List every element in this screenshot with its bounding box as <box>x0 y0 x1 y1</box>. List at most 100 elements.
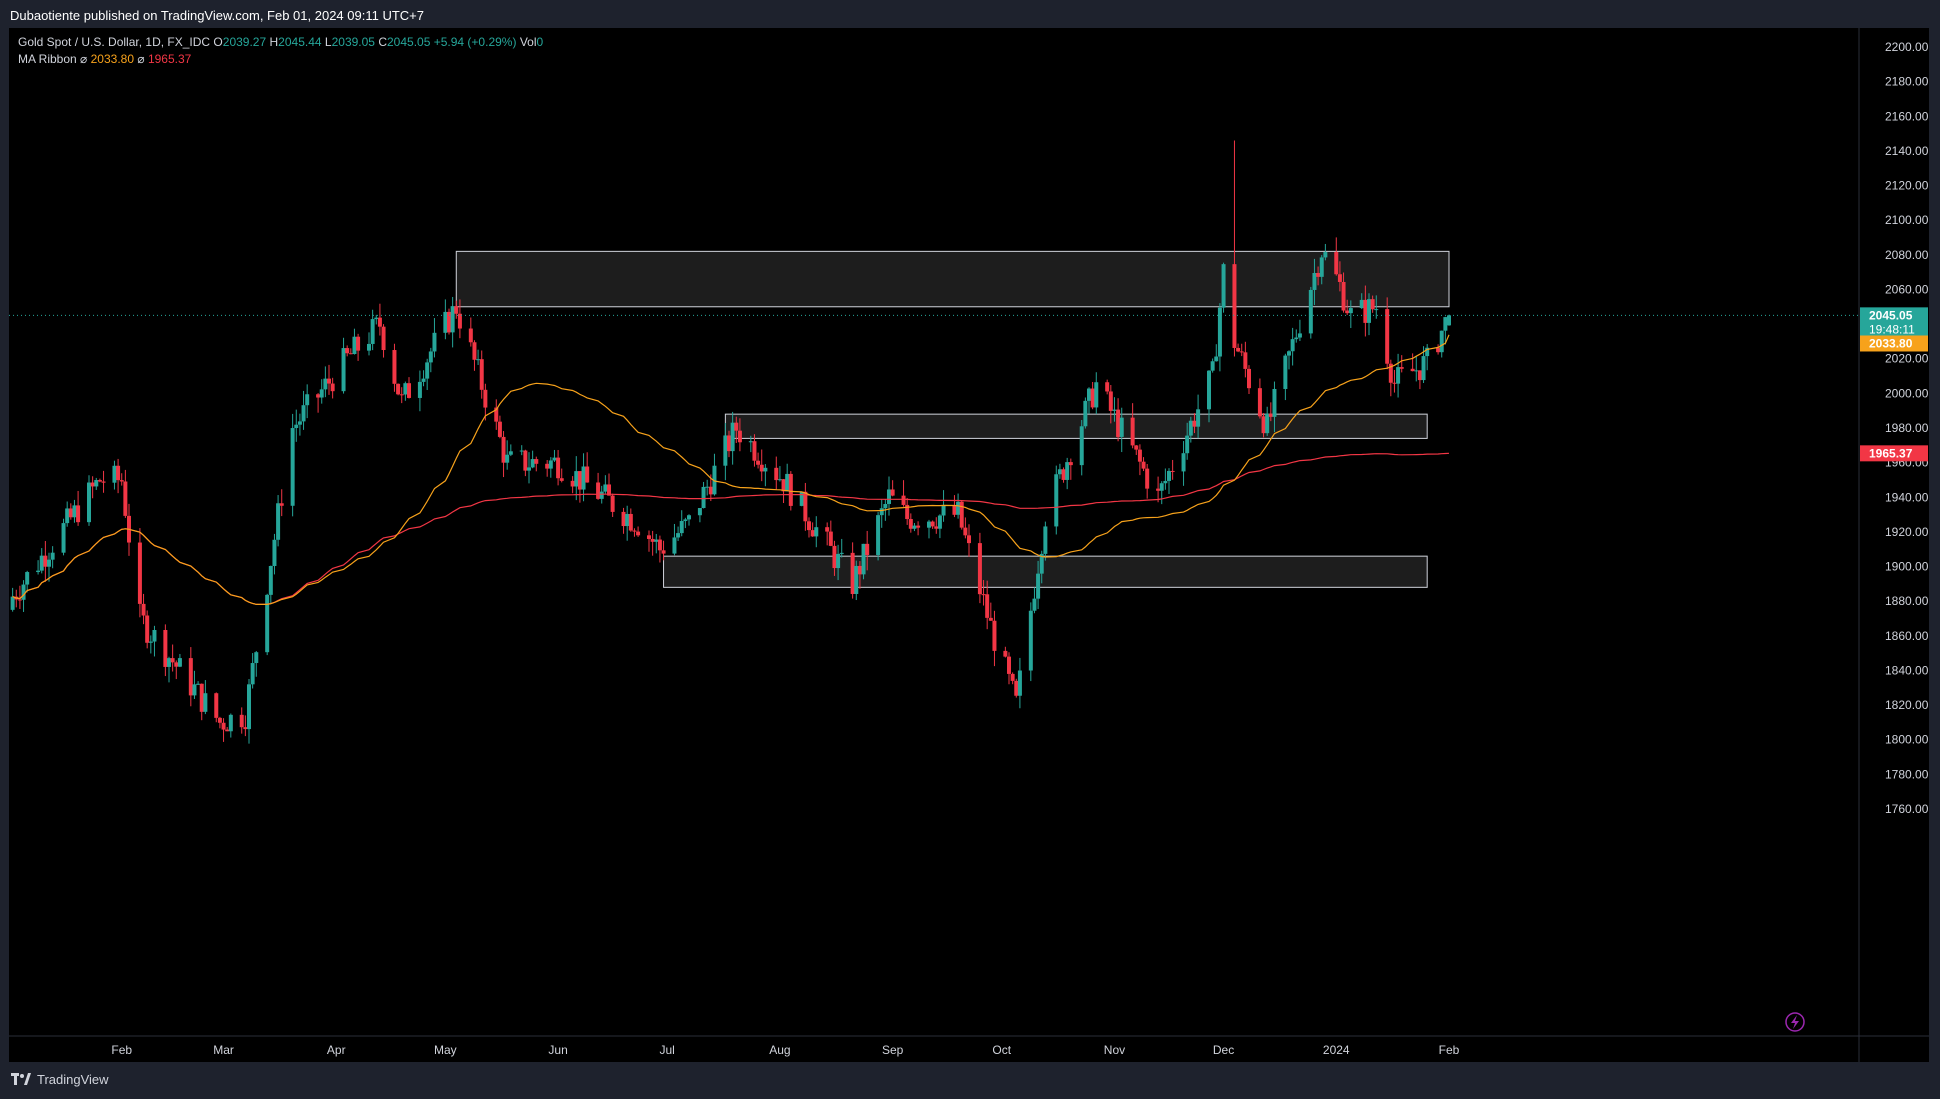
candle-body[interactable] <box>90 482 95 487</box>
candle-body[interactable] <box>1057 469 1062 475</box>
candle-body[interactable] <box>192 684 197 696</box>
candle-body[interactable] <box>68 508 73 518</box>
candle-body[interactable] <box>454 306 459 314</box>
candle-body[interactable] <box>1083 400 1088 427</box>
zone-rect-3[interactable] <box>663 555 1428 588</box>
candle-body[interactable] <box>577 471 582 490</box>
candle-body[interactable] <box>523 450 528 471</box>
candle-body[interactable] <box>1341 281 1346 311</box>
candle-body[interactable] <box>494 407 499 422</box>
candle-body[interactable] <box>497 421 502 437</box>
candle-body[interactable] <box>392 350 397 384</box>
candle-body[interactable] <box>534 459 539 464</box>
candle-body[interactable] <box>417 381 422 398</box>
candle-body[interactable] <box>225 729 230 732</box>
candle-body[interactable] <box>697 508 702 516</box>
candle-body[interactable] <box>501 436 506 463</box>
candle-body[interactable] <box>47 559 51 567</box>
candle-body[interactable] <box>1283 355 1288 389</box>
candle-body[interactable] <box>1243 352 1248 369</box>
candle-body[interactable] <box>825 527 830 532</box>
candle-body[interactable] <box>1345 310 1350 314</box>
chart-area[interactable]: 1760.00 1780.00 1800.00 1820.00 1840.00 1860.… <box>9 28 1929 1062</box>
candle-body[interactable] <box>450 306 455 333</box>
candle-body[interactable] <box>1068 462 1073 466</box>
candle-body[interactable] <box>785 473 790 492</box>
candle-body[interactable] <box>621 511 626 527</box>
candle-body[interactable] <box>625 513 630 527</box>
candle-body[interactable] <box>1079 426 1084 466</box>
lightning-icon[interactable] <box>1785 1012 1805 1032</box>
candle-body[interactable] <box>647 535 651 539</box>
candle-body[interactable] <box>297 421 302 425</box>
candle-body[interactable] <box>1319 257 1324 277</box>
candle-body[interactable] <box>774 467 779 481</box>
candle-body[interactable] <box>152 629 157 642</box>
candle-body[interactable] <box>17 599 22 601</box>
candle-body[interactable] <box>1196 409 1201 427</box>
candle-body[interactable] <box>527 467 531 471</box>
candle-body[interactable] <box>1261 416 1266 434</box>
candle-body[interactable] <box>1312 272 1317 290</box>
candle-body[interactable] <box>1308 289 1313 334</box>
candle-body[interactable] <box>748 441 753 443</box>
candle-body[interactable] <box>607 484 611 496</box>
candle-body[interactable] <box>203 693 208 712</box>
candle-body[interactable] <box>967 535 971 544</box>
candle-body[interactable] <box>992 620 997 651</box>
candle-body[interactable] <box>43 555 48 567</box>
candle-body[interactable] <box>1236 347 1241 352</box>
candle-body[interactable] <box>581 466 586 490</box>
candle-body[interactable] <box>217 717 222 723</box>
candle-body[interactable] <box>545 463 550 469</box>
candle-body[interactable] <box>483 389 488 408</box>
candle-body[interactable] <box>1247 368 1251 389</box>
candle-body[interactable] <box>177 658 182 667</box>
candle-body[interactable] <box>807 521 811 531</box>
candle-body[interactable] <box>850 552 855 594</box>
candle-body[interactable] <box>908 519 913 529</box>
candle-body[interactable] <box>21 584 26 600</box>
candle-body[interactable] <box>1105 382 1110 392</box>
candle-body[interactable] <box>883 504 888 509</box>
candle-body[interactable] <box>170 658 175 663</box>
candle-body[interactable] <box>876 515 881 556</box>
candle-body[interactable] <box>1257 388 1262 417</box>
candle-body[interactable] <box>272 539 277 566</box>
candle-body[interactable] <box>148 641 153 643</box>
candle-body[interactable] <box>1290 339 1295 352</box>
candle-body[interactable] <box>708 486 713 495</box>
candle-body[interactable] <box>323 378 328 390</box>
candle-body[interactable] <box>927 521 931 528</box>
candle-body[interactable] <box>101 481 106 483</box>
candle-body[interactable] <box>1214 356 1219 362</box>
tradingview-logo[interactable]: TradingView <box>11 1072 109 1087</box>
candle-body[interactable] <box>1210 361 1215 371</box>
candle-body[interactable] <box>1032 598 1037 611</box>
candle-body[interactable] <box>1374 309 1379 311</box>
candle-body[interactable] <box>723 435 728 466</box>
candle-body[interactable] <box>814 527 819 537</box>
candle-body[interactable] <box>585 466 590 483</box>
candle-body[interactable] <box>97 480 102 482</box>
candle-body[interactable] <box>661 550 666 554</box>
candle-body[interactable] <box>1010 673 1015 681</box>
candle-body[interactable] <box>1425 347 1430 357</box>
candle-body[interactable] <box>1447 315 1451 326</box>
candle-body[interactable] <box>854 565 859 594</box>
candle-body[interactable] <box>1323 252 1328 258</box>
candle-body[interactable] <box>421 378 426 382</box>
candle-body[interactable] <box>1087 388 1091 401</box>
candle-body[interactable] <box>174 662 179 667</box>
candle-body[interactable] <box>1294 337 1299 340</box>
candle-body[interactable] <box>1028 610 1033 671</box>
candle-body[interactable] <box>1185 435 1190 454</box>
candle-body[interactable] <box>294 424 299 429</box>
candle-body[interactable] <box>650 538 655 542</box>
candle-body[interactable] <box>1287 351 1291 356</box>
candle-body[interactable] <box>1410 368 1415 372</box>
candle-body[interactable] <box>654 539 659 542</box>
candle-body[interactable] <box>1334 252 1339 275</box>
candle-body[interactable] <box>1130 417 1135 446</box>
candle-body[interactable] <box>574 471 579 487</box>
